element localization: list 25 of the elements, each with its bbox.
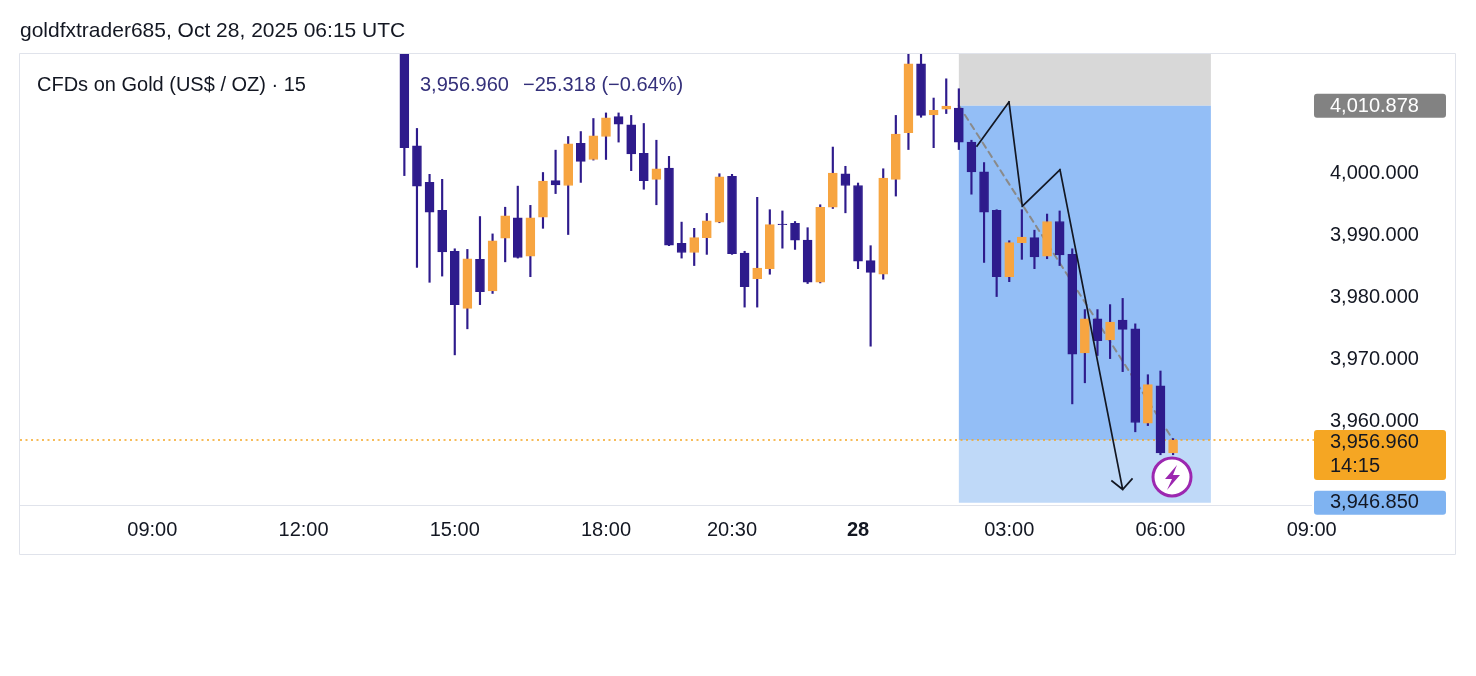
- y-tick-label: 4,000.000: [1330, 160, 1419, 183]
- text: 14:15: [1330, 453, 1381, 476]
- candlestick: [840, 165, 851, 214]
- annotation: −25.318 (−0.64%): [522, 73, 684, 96]
- x-tick-label: 18:00: [580, 517, 632, 540]
- x-tick-label: 06:00: [1135, 517, 1186, 540]
- chart-title: goldfxtrader685, Oct 28, 2025 06:15 UTC: [20, 18, 406, 42]
- band-label: 4,010.878: [1330, 94, 1419, 117]
- candlestick: [777, 210, 788, 249]
- x-tick-label: 20:30: [706, 517, 758, 540]
- x-tick-label: 09:00: [127, 517, 178, 540]
- x-tick-label: 28: [846, 517, 870, 540]
- x-tick-label: 09:00: [1286, 517, 1337, 540]
- y-tick-label: 3,970.000: [1330, 346, 1419, 369]
- x-tick-label: 15:00: [429, 517, 480, 540]
- text: CFDs on Gold (US$ / OZ) · 15: [37, 73, 306, 96]
- y-tick-label: 3,980.000: [1330, 284, 1419, 307]
- y-tick-label: 3,960.000: [1330, 408, 1419, 431]
- candlestick: [424, 174, 435, 283]
- ref-line-label: 3,956.960: [1330, 429, 1419, 452]
- x-tick-label: 03:00: [984, 517, 1035, 540]
- y-tick-label: 3,990.000: [1330, 222, 1419, 245]
- x-tick-label: 12:00: [278, 517, 329, 540]
- annotation: 3,956.960: [420, 73, 509, 96]
- y-tick-label: 3,946.850: [1330, 490, 1419, 513]
